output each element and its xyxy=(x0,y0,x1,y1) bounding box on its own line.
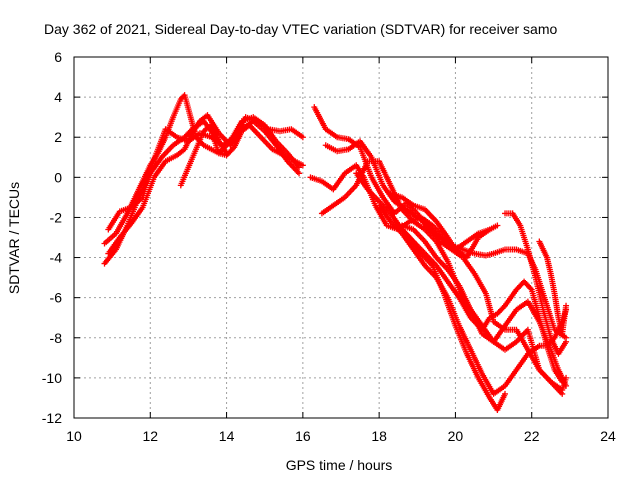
series-arc-b7 xyxy=(395,222,509,413)
y-tick-label: -6 xyxy=(50,290,63,306)
series-arc-b9 xyxy=(399,222,570,389)
data-marker-trace xyxy=(502,210,570,357)
x-tick-label: 14 xyxy=(219,428,235,444)
data-marker-trace xyxy=(399,222,570,389)
data-marker-trace xyxy=(318,158,566,397)
series-arc-a5 xyxy=(177,122,230,189)
y-tick-label: 0 xyxy=(54,169,62,185)
x-tick-label: 16 xyxy=(295,428,311,444)
y-tick-label: 2 xyxy=(54,129,62,145)
x-tick-labels: 10 12 14 16 18 20 22 24 xyxy=(66,428,616,444)
series-arc-b10 xyxy=(502,210,570,357)
grid xyxy=(74,57,608,418)
y-tick-label: -12 xyxy=(42,410,62,426)
x-tick-label: 12 xyxy=(142,428,158,444)
x-tick-label: 18 xyxy=(371,428,387,444)
series-arc-a4 xyxy=(105,112,303,257)
series-arc-b8 xyxy=(387,190,493,261)
x-axis-label: GPS time / hours xyxy=(286,457,393,473)
data-marker-trace xyxy=(177,122,230,189)
y-tick-label: -2 xyxy=(50,209,63,225)
y-tick-label: -10 xyxy=(42,370,62,386)
plot-frame xyxy=(73,56,609,419)
y-axis-label: SDTVAR / TECUs xyxy=(6,182,22,294)
x-tick-label: 20 xyxy=(448,428,464,444)
x-tick-label: 22 xyxy=(524,428,540,444)
y-tick-labels: -12 -10 -8 -6 -4 -2 0 2 4 6 xyxy=(42,49,62,426)
y-tick-label: -4 xyxy=(50,250,63,266)
series-arc-b4 xyxy=(318,158,566,397)
y-tick-label: -8 xyxy=(50,330,63,346)
y-tick-label: 4 xyxy=(54,89,62,105)
data-marker-trace xyxy=(387,190,493,261)
data-marker-trace xyxy=(395,222,509,413)
data-points xyxy=(101,92,570,413)
data-marker-trace xyxy=(105,112,303,257)
y-tick-label: 6 xyxy=(54,49,62,65)
tick-marks xyxy=(73,56,609,419)
x-tick-label: 24 xyxy=(600,428,616,444)
chart-title: Day 362 of 2021, Sidereal Day-to-day VTE… xyxy=(44,21,557,37)
data-marker-trace xyxy=(536,238,570,337)
series-arc-b11 xyxy=(536,238,570,337)
x-tick-label: 10 xyxy=(66,428,82,444)
